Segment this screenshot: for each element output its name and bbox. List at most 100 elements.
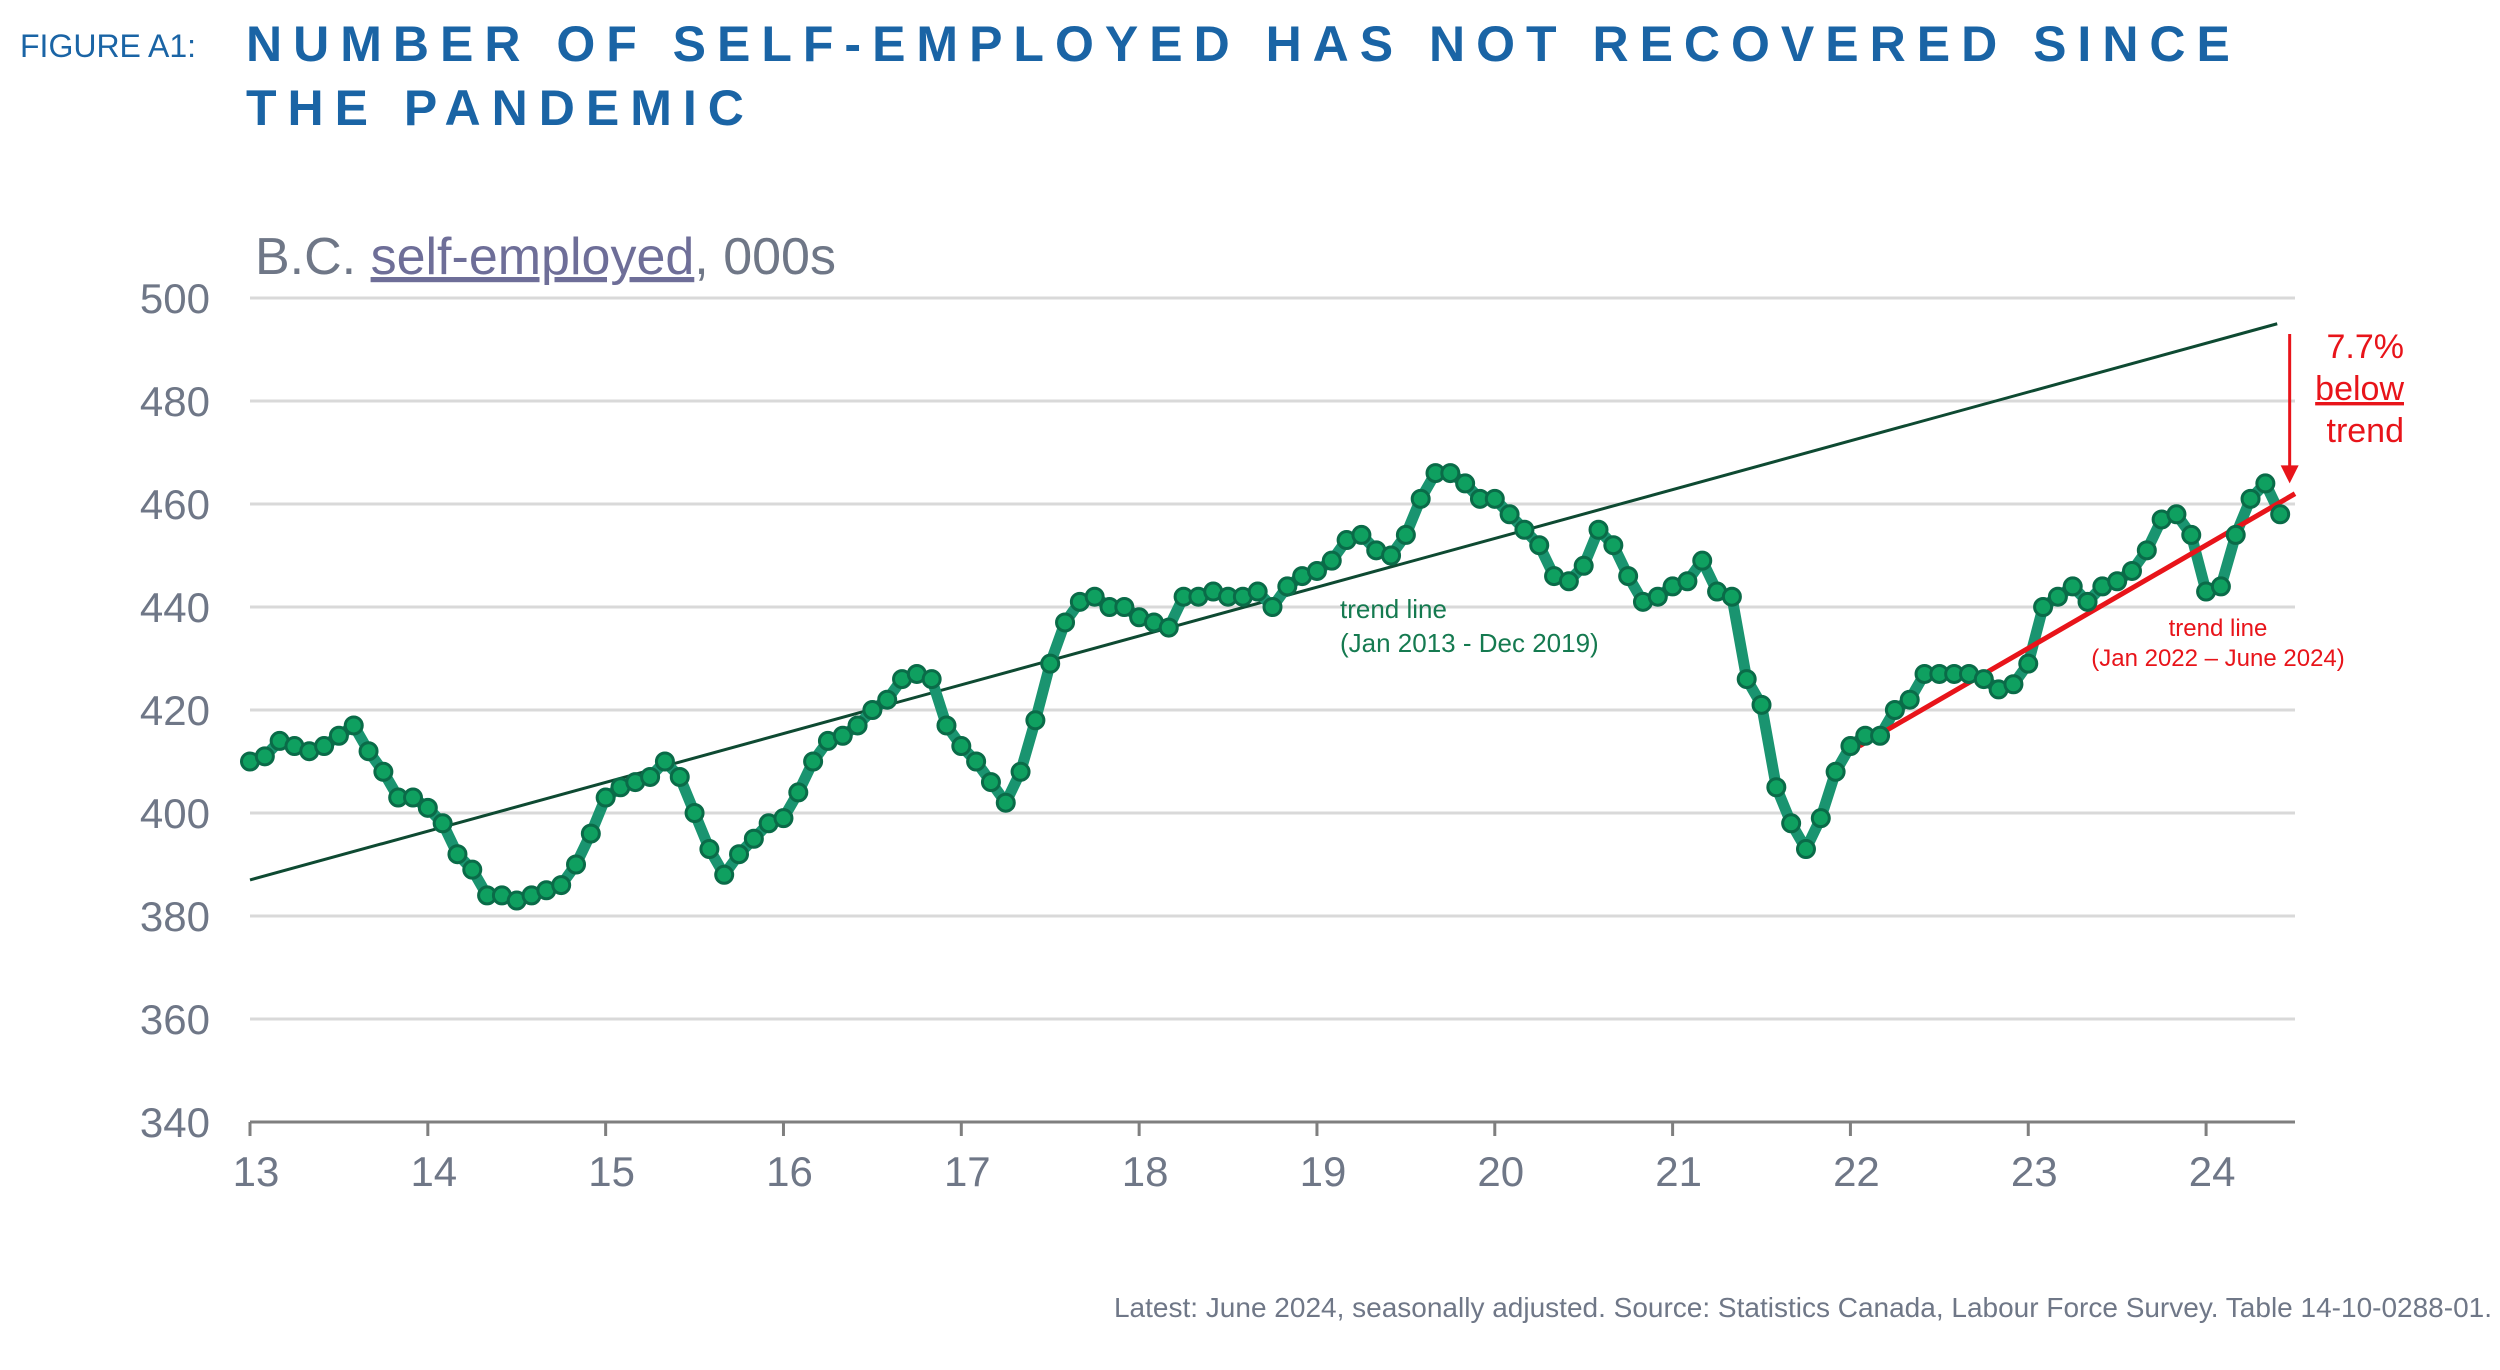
data-point-137 bbox=[2270, 504, 2291, 525]
data-point-107 bbox=[1825, 761, 1846, 782]
data-point-5 bbox=[314, 736, 335, 757]
trend2-label-line-1: trend line bbox=[2169, 615, 2268, 642]
data-point-124 bbox=[2077, 591, 2098, 612]
data-point-33 bbox=[729, 844, 750, 865]
source-note: Latest: June 2024, seasonally adjusted. … bbox=[1113, 1292, 2492, 1323]
data-point-32 bbox=[714, 864, 735, 885]
data-point-1 bbox=[254, 746, 275, 767]
data-point-50 bbox=[980, 772, 1001, 793]
data-point-127 bbox=[2121, 560, 2142, 581]
data-point-135 bbox=[2240, 488, 2261, 509]
x-tick-label-23: 23 bbox=[2011, 1148, 2058, 1195]
data-point-85 bbox=[1499, 504, 1520, 525]
data-point-49 bbox=[966, 751, 987, 772]
data-point-102 bbox=[1751, 694, 1772, 715]
data-point-134 bbox=[2225, 524, 2246, 545]
y-tick-label-360: 360 bbox=[140, 996, 210, 1043]
data-point-87 bbox=[1529, 535, 1550, 556]
data-point-13 bbox=[432, 813, 453, 834]
gap-arrow-head bbox=[2280, 465, 2299, 484]
data-point-92 bbox=[1603, 535, 1624, 556]
x-tick-label-13: 13 bbox=[233, 1148, 280, 1195]
x-tick-label-24: 24 bbox=[2189, 1148, 2236, 1195]
data-point-53 bbox=[1025, 710, 1046, 731]
data-point-101 bbox=[1736, 669, 1757, 690]
data-point-12 bbox=[417, 797, 438, 818]
data-point-36 bbox=[773, 808, 794, 829]
x-tick-label-20: 20 bbox=[1477, 1148, 1524, 1195]
gap-pct-label: 7.7% bbox=[2327, 328, 2405, 366]
data-point-42 bbox=[862, 700, 883, 720]
data-point-79 bbox=[1410, 488, 1431, 509]
y-tick-label-400: 400 bbox=[140, 790, 210, 837]
data-point-103 bbox=[1766, 777, 1787, 798]
data-point-91 bbox=[1588, 519, 1609, 540]
data-point-38 bbox=[803, 751, 824, 772]
data-point-68 bbox=[1247, 581, 1268, 602]
figure-title-line-1: NUMBER OF SELF-EMPLOYED HAS NOT RECOVERE… bbox=[246, 16, 2241, 72]
figure-title: NUMBER OF SELF-EMPLOYED HAS NOT RECOVERE… bbox=[246, 12, 2246, 140]
data-point-40 bbox=[832, 725, 853, 746]
data-point-11 bbox=[403, 787, 424, 808]
data-point-24 bbox=[595, 787, 616, 808]
y-tick-label-380: 380 bbox=[140, 893, 210, 940]
data-point-110 bbox=[1870, 725, 1891, 746]
data-point-34 bbox=[743, 828, 764, 849]
x-tick-label-22: 22 bbox=[1833, 1148, 1880, 1195]
data-point-82 bbox=[1455, 473, 1476, 494]
data-point-48 bbox=[951, 736, 972, 757]
data-point-29 bbox=[669, 766, 690, 787]
data-point-28 bbox=[654, 751, 675, 772]
figure-title-line-2: THE PANDEMIC bbox=[246, 80, 755, 136]
data-point-6 bbox=[328, 725, 349, 746]
data-point-70 bbox=[1277, 576, 1298, 597]
data-point-104 bbox=[1781, 813, 1802, 834]
data-point-47 bbox=[936, 715, 957, 736]
data-point-27 bbox=[640, 766, 661, 787]
data-point-95 bbox=[1647, 586, 1668, 607]
data-point-112 bbox=[1899, 689, 1920, 710]
data-point-62 bbox=[1158, 617, 1179, 638]
data-point-52 bbox=[1010, 761, 1031, 782]
y-tick-label-340: 340 bbox=[140, 1099, 210, 1146]
data-point-120 bbox=[2018, 653, 2039, 674]
data-point-15 bbox=[462, 859, 483, 880]
data-point-9 bbox=[373, 761, 394, 782]
data-point-22 bbox=[566, 854, 587, 875]
data-point-123 bbox=[2062, 576, 2083, 597]
data-point-122 bbox=[2047, 586, 2068, 607]
data-point-121 bbox=[2033, 597, 2054, 617]
data-point-130 bbox=[2166, 504, 2187, 525]
y-tick-label-480: 480 bbox=[140, 378, 210, 425]
x-tick-label-14: 14 bbox=[410, 1148, 457, 1195]
data-point-55 bbox=[1055, 612, 1076, 633]
data-point-90 bbox=[1573, 555, 1594, 576]
y-tick-label-500: 500 bbox=[140, 275, 210, 322]
data-point-8 bbox=[358, 741, 379, 762]
data-point-73 bbox=[1321, 550, 1342, 571]
data-point-41 bbox=[847, 715, 868, 736]
y-tick-label-460: 460 bbox=[140, 481, 210, 528]
data-point-78 bbox=[1395, 524, 1416, 545]
data-point-133 bbox=[2210, 576, 2231, 597]
data-point-126 bbox=[2107, 571, 2128, 592]
data-point-21 bbox=[551, 875, 572, 896]
series-line bbox=[244, 467, 2286, 907]
data-point-117 bbox=[1973, 669, 1994, 690]
data-point-100 bbox=[1721, 586, 1742, 607]
data-point-43 bbox=[877, 689, 898, 710]
chart-title: B.C. self-employed, 000s bbox=[255, 228, 836, 286]
data-point-75 bbox=[1351, 524, 1372, 545]
x-tick-label-18: 18 bbox=[1122, 1148, 1169, 1195]
data-point-31 bbox=[699, 839, 720, 860]
data-point-86 bbox=[1514, 519, 1535, 540]
data-point-106 bbox=[1810, 808, 1831, 829]
data-point-30 bbox=[684, 803, 705, 823]
data-point-89 bbox=[1558, 571, 1579, 592]
data-point-54 bbox=[1040, 653, 1061, 674]
data-point-59 bbox=[1114, 597, 1135, 617]
data-point-98 bbox=[1692, 550, 1713, 571]
x-tick-label-17: 17 bbox=[944, 1148, 991, 1195]
data-point-84 bbox=[1484, 488, 1505, 509]
